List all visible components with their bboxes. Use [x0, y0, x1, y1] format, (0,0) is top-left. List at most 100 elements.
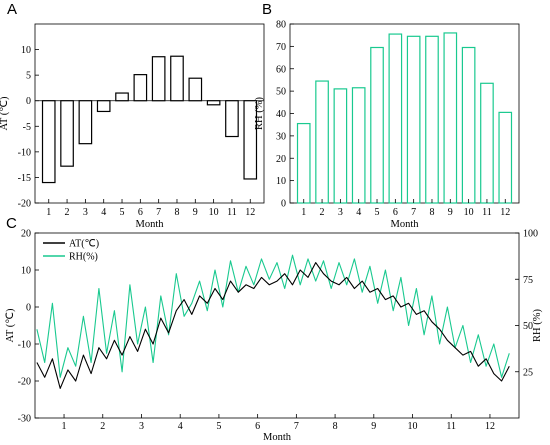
bar: [243, 100, 258, 180]
bar: [296, 122, 311, 204]
bar: [480, 82, 494, 204]
x-tick-label: 9: [193, 207, 198, 218]
bar: [170, 55, 184, 102]
y-tick-label: -10: [18, 147, 31, 158]
y-tick-label: 5: [26, 71, 31, 82]
y-right-tick-label: 25: [523, 367, 533, 378]
x-tick-label: 6: [393, 207, 398, 218]
x-axis-label: Month: [263, 432, 292, 443]
x-tick-label: 7: [411, 207, 416, 218]
bar: [206, 100, 221, 106]
bar: [388, 33, 403, 204]
bar: [351, 87, 366, 204]
x-tick-label: 2: [100, 421, 105, 432]
panel-label: A: [7, 1, 17, 18]
y-left-tick-label: 0: [26, 303, 31, 314]
x-tick-label: 8: [429, 207, 434, 218]
bar: [78, 100, 93, 145]
y-right-tick-label: 75: [523, 275, 533, 286]
x-tick-label: 11: [227, 207, 237, 218]
y-tick-label: 40: [276, 109, 286, 120]
bar: [370, 46, 384, 204]
x-tick-label: 9: [371, 421, 376, 432]
bar: [498, 111, 513, 204]
legend-label: AT(℃): [69, 239, 99, 250]
y-tick-label: -15: [18, 173, 31, 184]
y-left-axis-label: AT (℃): [5, 308, 16, 343]
x-tick-label: 11: [482, 207, 492, 218]
bar: [96, 100, 111, 113]
y-tick-label: 20: [276, 154, 286, 165]
x-tick-label: 7: [156, 207, 161, 218]
y-tick-label: -5: [23, 122, 31, 133]
x-tick-label: 10: [464, 207, 474, 218]
x-tick-label: 12: [245, 207, 255, 218]
x-axis-label: Month: [390, 219, 419, 230]
y-right-axis-label: RH (%): [532, 309, 543, 342]
x-tick-label: 11: [446, 421, 456, 432]
bar: [60, 100, 74, 167]
series-line: [36, 262, 510, 389]
bar: [461, 46, 476, 204]
y-axis-label: AT (℃): [0, 96, 10, 131]
x-tick-label: 1: [46, 207, 51, 218]
bar: [151, 56, 166, 102]
x-tick-label: 7: [294, 421, 299, 432]
y-axis-label: RH (%): [254, 97, 265, 130]
bar: [443, 32, 458, 204]
y-left-tick-label: 20: [21, 229, 31, 240]
y-left-tick-label: -20: [18, 377, 31, 388]
x-tick-label: 8: [333, 421, 338, 432]
y-right-tick-label: 50: [523, 321, 533, 332]
x-tick-label: 1: [301, 207, 306, 218]
y-tick-label: 60: [276, 64, 286, 75]
x-tick-label: 4: [178, 421, 183, 432]
x-tick-label: 3: [139, 421, 144, 432]
x-tick-label: 5: [216, 421, 221, 432]
bar: [425, 35, 439, 204]
y-left-tick-label: -30: [18, 414, 31, 425]
y-tick-label: 80: [276, 20, 286, 31]
y-left-tick-label: 10: [21, 266, 31, 277]
x-tick-label: 10: [209, 207, 219, 218]
bar: [315, 80, 329, 204]
x-tick-label: 8: [174, 207, 179, 218]
bar: [115, 92, 129, 102]
panel-label: B: [262, 1, 272, 18]
bar: [41, 100, 56, 184]
y-tick-label: 10: [21, 45, 31, 56]
x-tick-label: 4: [101, 207, 106, 218]
y-tick-label: 70: [276, 42, 286, 53]
y-tick-label: 10: [276, 176, 286, 187]
y-tick-label: 30: [276, 131, 286, 142]
bar: [188, 77, 203, 102]
y-tick-label: -20: [18, 199, 31, 210]
bar: [406, 35, 421, 204]
y-tick-label: 0: [281, 199, 286, 210]
x-tick-label: 9: [448, 207, 453, 218]
x-tick-label: 10: [408, 421, 418, 432]
plot-frame: [34, 23, 265, 204]
x-axis-label: Month: [135, 219, 164, 230]
x-tick-label: 6: [255, 421, 260, 432]
x-tick-label: 3: [338, 207, 343, 218]
x-tick-label: 2: [65, 207, 70, 218]
bar: [333, 88, 348, 204]
x-tick-label: 12: [485, 421, 495, 432]
x-tick-label: 6: [138, 207, 143, 218]
x-tick-label: 5: [375, 207, 380, 218]
y-right-tick-label: 100: [523, 229, 538, 240]
bar: [133, 74, 148, 102]
bar: [225, 100, 239, 138]
x-tick-label: 12: [500, 207, 510, 218]
x-tick-label: 2: [320, 207, 325, 218]
x-tick-label: 5: [120, 207, 125, 218]
series-line: [36, 254, 510, 378]
y-left-tick-label: -10: [18, 340, 31, 351]
legend-label: RH(%): [69, 252, 98, 263]
y-tick-label: 0: [26, 96, 31, 107]
panel-label: C: [6, 215, 17, 232]
